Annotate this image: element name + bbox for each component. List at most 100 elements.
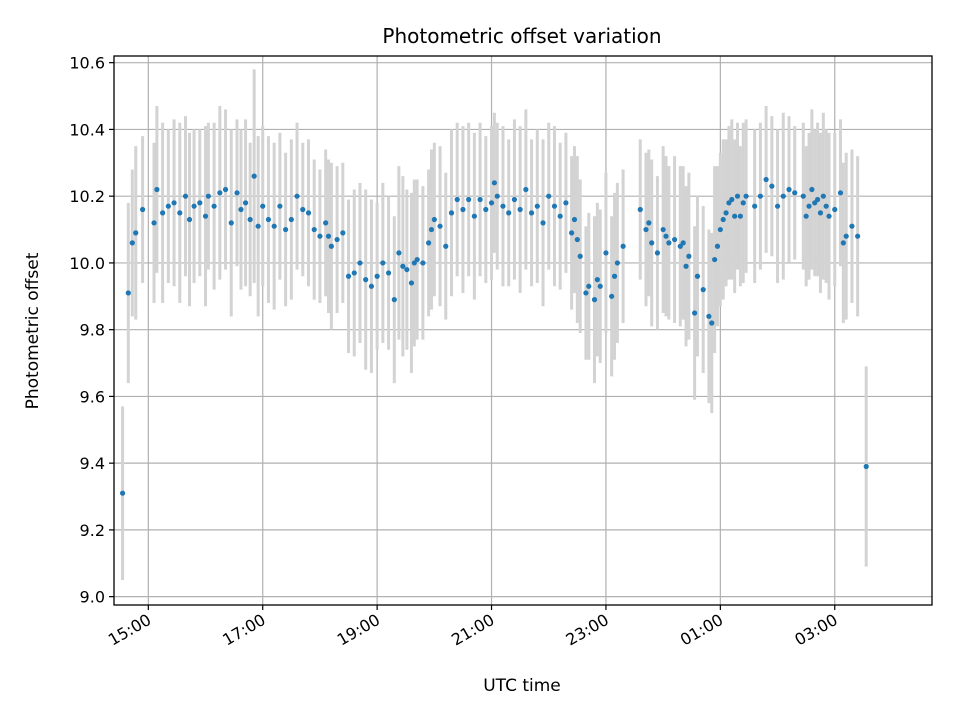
data-point bbox=[483, 206, 489, 213]
data-point bbox=[517, 206, 523, 213]
y-tick-label: 10.2 bbox=[69, 187, 105, 206]
data-point bbox=[729, 196, 735, 203]
data-point bbox=[712, 256, 718, 263]
data-point bbox=[737, 213, 743, 219]
data-point bbox=[328, 243, 334, 249]
data-point bbox=[654, 250, 661, 256]
data-point bbox=[500, 203, 506, 209]
data-point bbox=[437, 223, 443, 229]
data-point bbox=[614, 260, 620, 266]
data-point bbox=[255, 223, 261, 229]
data-point bbox=[133, 230, 139, 236]
grid-lines bbox=[114, 56, 932, 605]
data-point bbox=[732, 213, 738, 219]
data-point bbox=[709, 320, 715, 326]
data-point bbox=[228, 220, 234, 226]
data-point bbox=[494, 193, 500, 199]
y-tick-label: 9.4 bbox=[80, 454, 105, 473]
data-point bbox=[165, 203, 171, 209]
data-point bbox=[649, 240, 655, 246]
data-point bbox=[260, 203, 266, 209]
data-point bbox=[357, 260, 363, 266]
data-point bbox=[734, 193, 741, 199]
data-point bbox=[752, 203, 758, 209]
data-point bbox=[855, 233, 861, 239]
data-point bbox=[763, 176, 769, 183]
data-point bbox=[247, 216, 253, 223]
data-point bbox=[305, 210, 312, 216]
data-point bbox=[546, 193, 552, 199]
data-point bbox=[125, 290, 131, 296]
data-point bbox=[586, 283, 592, 289]
data-point bbox=[671, 236, 678, 243]
data-point bbox=[391, 297, 397, 303]
data-point bbox=[197, 200, 203, 206]
data-point bbox=[692, 310, 698, 316]
data-point bbox=[594, 277, 600, 283]
data-point bbox=[205, 193, 211, 199]
data-point bbox=[840, 240, 846, 246]
data-point bbox=[271, 223, 277, 229]
data-point bbox=[620, 243, 626, 249]
data-point bbox=[849, 223, 855, 229]
data-point bbox=[471, 213, 477, 219]
data-point bbox=[506, 210, 512, 216]
y-tick-label: 10.6 bbox=[69, 54, 105, 73]
data-point bbox=[720, 216, 726, 223]
x-axis-label: UTC time bbox=[483, 676, 561, 696]
data-point bbox=[528, 210, 535, 216]
y-tick-label: 9.8 bbox=[80, 321, 105, 340]
data-point bbox=[663, 233, 669, 239]
data-point bbox=[129, 240, 135, 246]
data-point bbox=[557, 213, 563, 219]
data-point bbox=[820, 193, 826, 199]
data-point bbox=[288, 216, 294, 223]
data-point bbox=[769, 183, 775, 189]
data-point bbox=[803, 213, 809, 219]
data-point bbox=[251, 173, 257, 179]
data-point bbox=[182, 193, 189, 199]
data-point bbox=[171, 200, 177, 206]
data-point bbox=[351, 270, 357, 276]
data-point bbox=[340, 230, 346, 236]
data-point bbox=[317, 233, 323, 239]
data-point bbox=[334, 236, 340, 243]
data-point bbox=[345, 273, 352, 279]
data-point bbox=[792, 190, 798, 196]
data-point bbox=[706, 313, 712, 319]
data-point bbox=[311, 226, 317, 233]
data-point bbox=[428, 226, 435, 233]
data-point bbox=[774, 203, 781, 209]
data-point bbox=[283, 226, 289, 233]
data-point bbox=[743, 193, 749, 199]
data-point bbox=[477, 196, 483, 203]
data-point bbox=[683, 263, 689, 269]
data-point bbox=[643, 226, 649, 233]
data-point bbox=[491, 180, 497, 186]
y-tick-label: 9.0 bbox=[80, 588, 105, 607]
data-point bbox=[119, 490, 126, 496]
data-point bbox=[680, 240, 686, 246]
y-tick-label: 9.6 bbox=[80, 387, 105, 406]
data-point bbox=[325, 233, 332, 239]
data-point bbox=[420, 260, 426, 266]
data-point bbox=[374, 273, 380, 279]
data-point bbox=[863, 463, 869, 470]
data-point bbox=[569, 230, 575, 236]
data-point bbox=[242, 200, 249, 206]
data-point bbox=[265, 216, 272, 223]
data-point bbox=[571, 216, 578, 223]
data-point bbox=[368, 283, 375, 289]
data-points bbox=[119, 173, 869, 496]
y-axis-ticks: 9.0 9.2 9.4 9.6 9.8 10.0 10.2 10.4 10.6 bbox=[69, 54, 114, 607]
data-point bbox=[400, 263, 406, 269]
data-point bbox=[448, 210, 455, 216]
data-point bbox=[300, 206, 306, 213]
data-point bbox=[826, 213, 832, 219]
y-tick-label: 9.2 bbox=[80, 521, 105, 540]
data-point bbox=[323, 220, 329, 226]
data-point bbox=[408, 280, 415, 286]
chart-title: Photometric offset variation bbox=[382, 24, 661, 48]
data-point bbox=[454, 196, 460, 203]
